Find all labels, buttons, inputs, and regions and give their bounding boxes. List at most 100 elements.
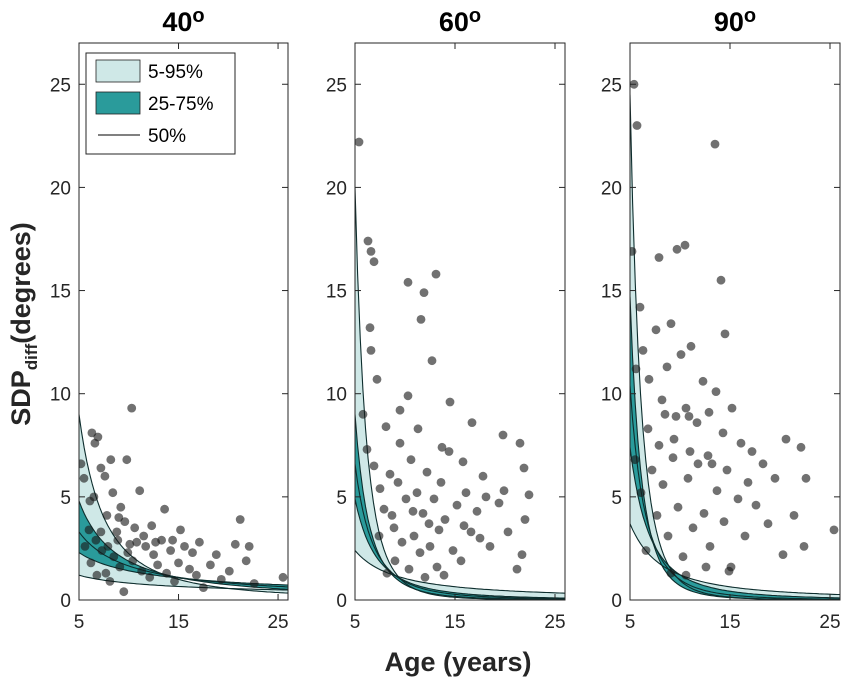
y-tick-label: 25 — [601, 75, 622, 96]
y-tick-label: 20 — [326, 178, 347, 199]
data-point — [678, 552, 688, 562]
data-point — [125, 539, 135, 549]
data-point — [499, 486, 509, 496]
data-point — [654, 440, 664, 450]
data-point — [425, 542, 435, 551]
data-point — [432, 562, 442, 572]
data-point — [166, 546, 176, 555]
y-tick-label: 25 — [326, 75, 347, 96]
data-point — [123, 548, 133, 557]
data-point — [630, 455, 640, 465]
data-point — [244, 542, 254, 551]
data-point — [153, 560, 163, 570]
data-point — [422, 467, 432, 477]
panel-title: 40o — [162, 5, 204, 37]
data-point — [162, 568, 172, 578]
data-point — [710, 139, 720, 149]
data-point — [366, 346, 376, 355]
data-point — [96, 463, 106, 473]
data-point — [387, 511, 397, 520]
data-point — [96, 527, 106, 537]
band-5-95 — [355, 187, 565, 600]
data-point — [681, 570, 691, 580]
data-point — [641, 546, 651, 555]
data-point — [395, 438, 405, 448]
data-point — [770, 473, 780, 483]
data-point — [418, 509, 428, 518]
y-tick-label: 0 — [611, 591, 622, 612]
data-point — [654, 253, 664, 262]
data-point — [712, 486, 722, 496]
data-point — [403, 391, 413, 401]
data-point — [401, 494, 411, 504]
data-point — [115, 562, 125, 572]
data-point — [781, 434, 791, 444]
data-point — [660, 409, 670, 419]
data-point — [415, 548, 425, 557]
data-point — [427, 356, 437, 366]
data-point — [778, 550, 788, 559]
data-point — [718, 428, 728, 438]
x-tick-label: 25 — [819, 612, 840, 633]
data-point — [211, 550, 221, 559]
data-point — [747, 447, 757, 456]
data-point — [431, 269, 441, 279]
data-point — [643, 424, 653, 434]
data-point — [758, 459, 768, 469]
data-point — [704, 407, 714, 417]
data-point — [703, 451, 713, 460]
data-point — [241, 556, 251, 566]
data-point — [829, 525, 839, 535]
curve-p5 — [630, 523, 840, 596]
y-tick-label: 10 — [601, 385, 622, 406]
x-tick-label: 15 — [444, 612, 465, 633]
curve-p95 — [79, 414, 288, 594]
data-point — [355, 137, 364, 147]
data-point — [249, 579, 259, 588]
data-point — [395, 405, 405, 415]
data-point — [192, 570, 201, 580]
data-point — [128, 556, 138, 566]
y-axis-label: SDPdiff(degrees) — [6, 222, 41, 426]
curve-p25 — [355, 498, 565, 599]
y-tick-label: 15 — [326, 282, 347, 303]
band-5-95 — [630, 94, 840, 600]
data-point — [79, 473, 89, 483]
data-point — [685, 447, 695, 456]
data-point — [485, 542, 495, 551]
data-point — [230, 539, 240, 549]
data-point — [666, 568, 676, 578]
data-point — [662, 362, 672, 372]
data-point — [647, 465, 657, 475]
axes-box — [354, 42, 566, 601]
data-point — [692, 418, 702, 427]
data-point — [168, 535, 178, 545]
data-point — [141, 542, 151, 551]
data-point — [644, 374, 654, 384]
y-tick-label: 15 — [601, 282, 622, 303]
data-point — [503, 527, 513, 537]
data-point — [185, 564, 194, 574]
data-point — [109, 552, 119, 562]
data-point — [517, 550, 527, 559]
data-point — [278, 572, 288, 582]
data-point — [130, 523, 140, 533]
data-point — [403, 277, 413, 287]
data-point — [105, 577, 115, 586]
x-tick-label: 5 — [74, 612, 85, 633]
panel-title-degree: o — [744, 5, 756, 27]
data-point — [135, 486, 145, 496]
panel-title-number: 90 — [714, 7, 744, 37]
data-point — [467, 418, 477, 427]
data-point — [672, 244, 682, 254]
data-point — [195, 537, 204, 547]
curve-p25 — [630, 447, 840, 599]
data-point — [693, 459, 703, 469]
y-tick-label: 20 — [50, 178, 71, 199]
y-tick-label: 20 — [601, 178, 622, 199]
y-tick-label: 0 — [336, 591, 347, 612]
legend-label: 25-75% — [148, 94, 214, 115]
data-point — [137, 566, 147, 576]
data-point — [406, 455, 416, 465]
